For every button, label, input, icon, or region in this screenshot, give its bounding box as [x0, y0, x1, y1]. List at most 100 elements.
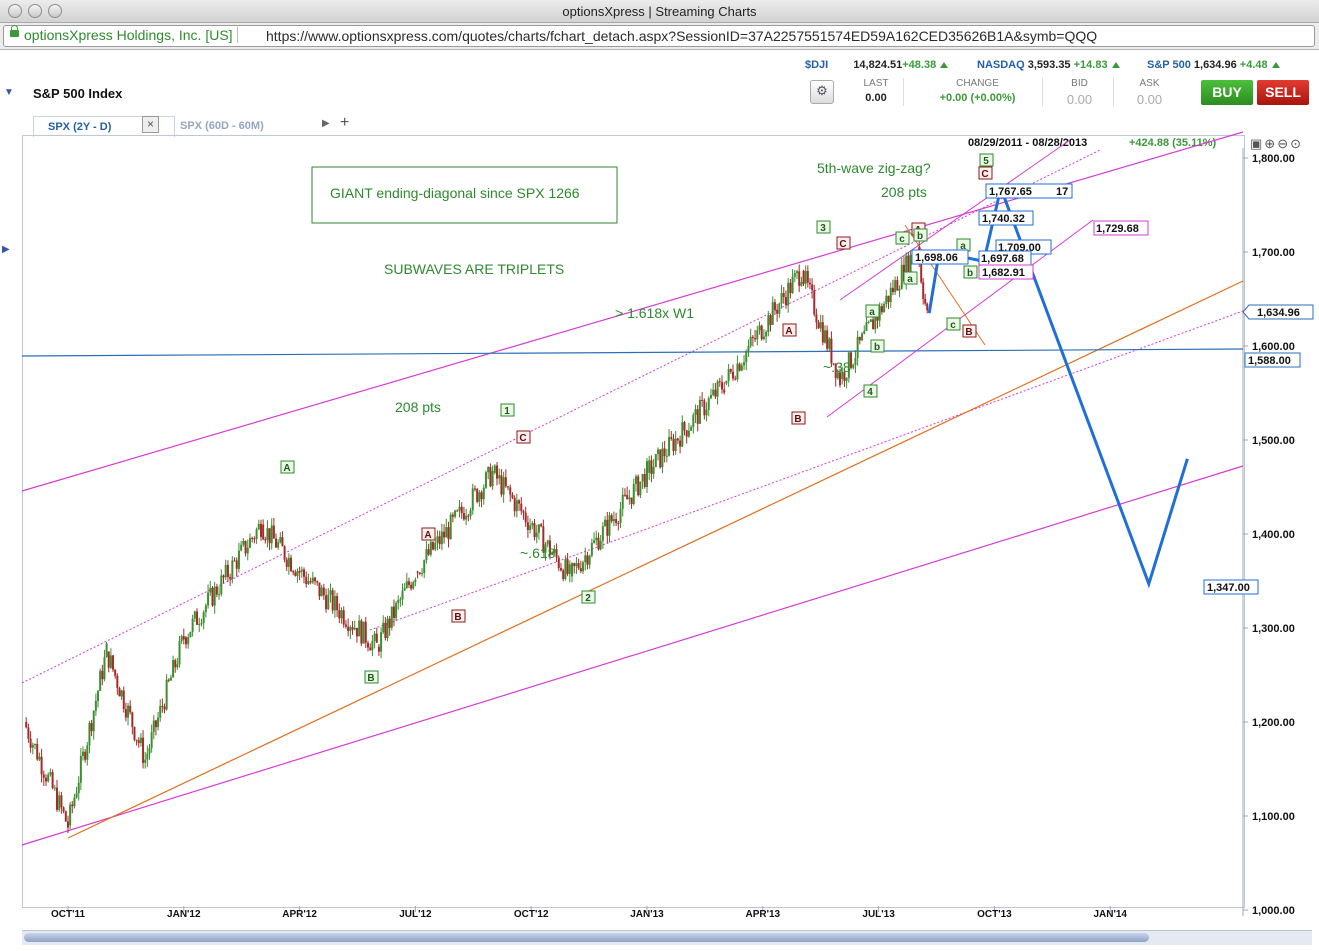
price-bar-body: [300, 569, 303, 572]
zoom-out-icon[interactable]: ⊖: [1277, 136, 1291, 151]
price-bar-body: [869, 319, 872, 322]
price-bar-body: [69, 804, 72, 826]
zoom-reset-icon[interactable]: ⊙: [1290, 136, 1304, 151]
price-bar-body: [926, 303, 929, 311]
price-bar-body: [237, 550, 240, 569]
price-bar-body: [535, 532, 538, 538]
zoom-in-icon[interactable]: ⊕: [1264, 136, 1278, 151]
price-bar-body: [432, 541, 435, 550]
buy-button[interactable]: BUY: [1201, 80, 1253, 105]
tab-scroll-right-icon[interactable]: ▶: [322, 118, 330, 129]
price-series: [25, 241, 929, 834]
up-arrow-icon: [1111, 62, 1120, 68]
wave-label-box: [979, 153, 994, 167]
minimize-window-button[interactable]: [28, 4, 42, 18]
wave-label-c: c: [899, 234, 905, 245]
expand-panel-icon[interactable]: ▶: [2, 244, 10, 255]
scrollbar-thumb[interactable]: [24, 933, 1149, 942]
wave-label-C: C: [981, 169, 988, 180]
horizontal-scrollbar[interactable]: [22, 930, 1312, 945]
url-text[interactable]: https://www.optionsxpress.com/quotes/cha…: [266, 28, 1098, 44]
price-bar-body: [242, 540, 245, 545]
price-bar-body: [734, 378, 737, 380]
price-flag-label: 1,698.06: [915, 252, 958, 264]
price-bar-body: [593, 540, 596, 543]
chart-settings-icon[interactable]: ⚙: [810, 80, 834, 104]
price-bar-body: [612, 519, 615, 522]
price-flag-label: 1,682.91: [982, 267, 1025, 279]
wave-label-A: A: [283, 463, 290, 474]
price-bar-body: [34, 744, 36, 746]
price-bar-body: [900, 264, 903, 289]
price-bar-body: [421, 573, 424, 575]
wave-label-box: [451, 609, 466, 623]
close-window-button[interactable]: [8, 4, 22, 18]
price-bar-body: [314, 577, 317, 582]
sell-button[interactable]: SELL: [1257, 80, 1309, 105]
wave-label-A: A: [424, 530, 431, 541]
url-field[interactable]: optionsXpress Holdings, Inc. [US] https:…: [3, 25, 1315, 47]
price-bar-body: [847, 352, 850, 378]
price-bar-body: [144, 759, 147, 763]
price-bar-body: [358, 620, 361, 637]
divider: [1042, 78, 1043, 106]
price-bar-body: [27, 727, 30, 739]
wave-labels: 12345ABABCABCCabacAbabcB: [280, 153, 994, 684]
add-tab-icon[interactable]: +: [340, 114, 350, 131]
collapse-arrow-icon[interactable]: ▼: [4, 87, 14, 98]
price-bar-body: [163, 706, 166, 710]
price-bar-body: [500, 475, 503, 495]
annotation-fib-1618: > 1.618x W1: [615, 305, 694, 321]
close-tab-icon[interactable]: ×: [142, 116, 159, 133]
price-bar-body: [738, 363, 741, 371]
wave-label-box: [913, 228, 928, 242]
price-bar-body: [863, 330, 866, 334]
zoom-window-button[interactable]: [48, 4, 62, 18]
zoom-controls[interactable]: ▣⊕⊖⊙: [1250, 136, 1303, 152]
orange-trendline: [67, 280, 1244, 839]
wave-label-4: 4: [867, 387, 873, 398]
price-bar-body: [883, 303, 886, 313]
price-bar-body: [478, 492, 481, 502]
price-bar-body: [793, 273, 796, 277]
price-bar-body: [924, 299, 927, 304]
y-tick-label: 1,100.00: [1252, 811, 1295, 823]
price-bar-body: [599, 540, 602, 550]
price-bar-body: [187, 637, 190, 645]
price-bar-body: [277, 542, 280, 548]
price-bar-body: [610, 515, 613, 522]
price-bar-body: [62, 807, 65, 812]
divider: [903, 78, 904, 106]
price-bar-body: [99, 670, 102, 691]
tab-spx-2y-d[interactable]: SPX (2Y - D): [33, 116, 175, 137]
price-bar-body: [116, 675, 119, 689]
price-bar-body: [551, 552, 554, 555]
chart-date-range: 08/29/2011 - 08/28/2013: [968, 137, 1088, 149]
price-bar-body: [309, 581, 312, 583]
y-tick-label: 1,000.00: [1252, 905, 1295, 917]
y-tick-label: 1,700.00: [1252, 247, 1295, 259]
price-bar-body: [410, 584, 413, 589]
wave-label-b: b: [917, 231, 923, 242]
price-bar-body: [451, 514, 454, 517]
price-bar-body: [646, 461, 648, 487]
ssl-identity-badge[interactable]: optionsXpress Holdings, Inc. [US]: [6, 25, 238, 43]
wave-label-box: [500, 403, 515, 417]
price-bar-body: [369, 647, 372, 651]
price-flag-label: 1,740.32: [982, 213, 1025, 225]
tab-spx-60d-60m[interactable]: SPX (60D - 60M): [180, 120, 264, 132]
price-bar-body: [828, 338, 831, 349]
price-bar-body: [207, 592, 210, 606]
price-bar-body: [648, 460, 651, 473]
price-bar-body: [114, 669, 117, 676]
price-bar-body: [615, 519, 618, 524]
price-bar-body: [769, 315, 772, 325]
price-bar-body: [456, 510, 459, 512]
price-bar-body: [380, 632, 383, 652]
wave-label-box: [364, 670, 379, 684]
price-bar-body: [813, 290, 816, 315]
wave-label-box: [946, 317, 961, 331]
price-bar-body: [665, 455, 668, 457]
fit-icon[interactable]: ▣: [1250, 136, 1265, 151]
